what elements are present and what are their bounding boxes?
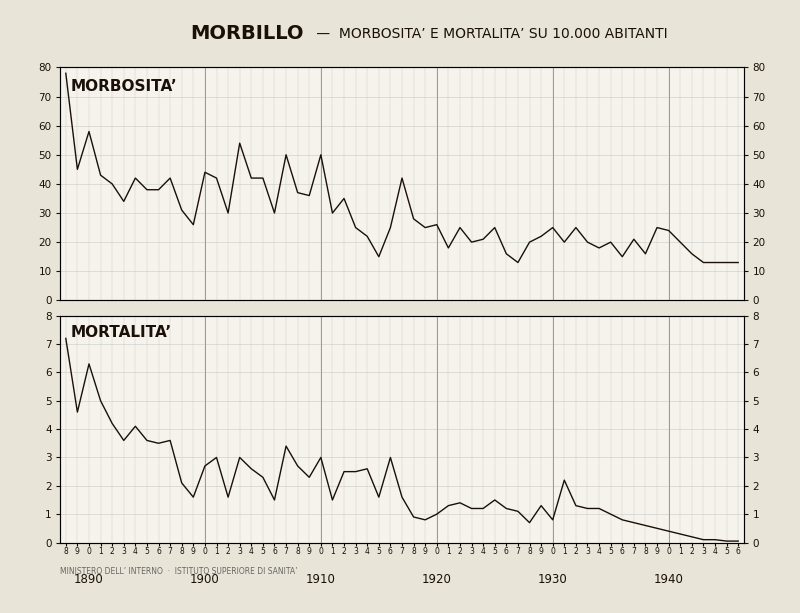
Text: MORBILLO: MORBILLO [190,25,304,43]
Text: 1920: 1920 [422,573,452,586]
Text: 1910: 1910 [306,573,336,586]
Text: MORBOSITA’: MORBOSITA’ [70,79,177,94]
Text: MINISTERO DELL’ INTERNO  ·  ISTITUTO SUPERIORE DI SANITA’: MINISTERO DELL’ INTERNO · ISTITUTO SUPER… [60,567,298,576]
Text: 1930: 1930 [538,573,567,586]
Text: 1940: 1940 [654,573,683,586]
Text: —  MORBOSITA’ E MORTALITA’ SU 10.000 ABITANTI: — MORBOSITA’ E MORTALITA’ SU 10.000 ABIT… [312,27,668,40]
Text: 1900: 1900 [190,573,220,586]
Text: 1890: 1890 [74,573,104,586]
Text: MORTALITA’: MORTALITA’ [70,325,171,340]
